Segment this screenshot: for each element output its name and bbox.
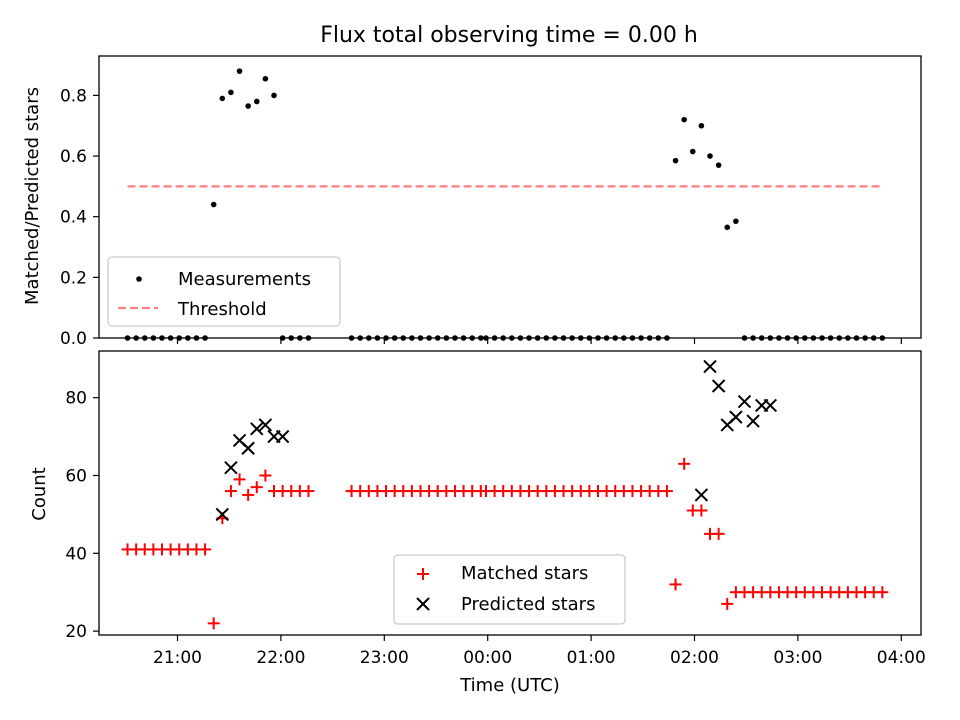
bottom-xtick-label: 21:00 (153, 648, 202, 668)
predicted-star-point (746, 414, 760, 428)
measurement-point (271, 92, 277, 99)
matched-star-point (302, 485, 315, 498)
measurement-point (253, 98, 260, 105)
bottom-ytick-label: 40 (65, 544, 87, 564)
top-ytick-label: 0.2 (60, 268, 87, 288)
matched-star-point (721, 597, 734, 610)
matched-star-point (660, 485, 673, 498)
top-ytick-label: 0.6 (60, 147, 87, 167)
legend-label-matched: Matched stars (461, 563, 588, 584)
matched-star-point (233, 473, 246, 486)
measurement-point (681, 116, 687, 123)
legend-marker-predicted (416, 597, 430, 611)
chart-title: Flux total observing time = 0.00 h (320, 23, 698, 48)
top-axes-frame (98, 55, 922, 339)
top-ytick-label: 0.4 (60, 208, 87, 228)
predicted-star-point (729, 410, 743, 424)
predicted-star-point (258, 418, 273, 432)
legend-label-predicted: Predicted stars (461, 594, 595, 615)
top-ytick-label: 0.8 (60, 86, 87, 106)
matched-star-point (250, 481, 263, 494)
predicted-star-point (763, 398, 778, 413)
measurement-point (672, 157, 679, 164)
bottom-x-ticks: 21:00 22:00 23:00 00:00 01:00 02:00 03:00 04:00 (153, 635, 926, 668)
predicted-star-point (250, 422, 264, 436)
bottom-plot-area (121, 359, 889, 630)
bottom-y-ticks: 20 40 60 80 (65, 389, 99, 642)
bottom-ytick-label: 80 (65, 389, 87, 409)
top-ytick-label: 0.0 (60, 329, 87, 349)
bottom-xtick-label: 03:00 (773, 648, 822, 668)
predicted-star-point (711, 379, 726, 393)
matched-star-point (712, 527, 725, 540)
bottom-xtick-label: 02:00 (670, 648, 719, 668)
measurement-point (698, 122, 705, 129)
top-y-ticks: 0.0 0.2 0.4 0.6 0.8 (60, 86, 99, 349)
bottom-legend-box (393, 554, 626, 625)
matched-star-point (259, 469, 272, 482)
measurement-point (262, 75, 269, 82)
bottom-legend: Matched stars Predicted stars (393, 554, 626, 625)
measurement-point (228, 89, 234, 96)
bottom-xtick-label: 00:00 (463, 648, 512, 668)
bottom-xtick-label: 01:00 (567, 648, 616, 668)
predicted-star-point (275, 429, 290, 444)
bottom-y-axis-label: Count (29, 467, 50, 520)
measurement-point (715, 162, 722, 168)
predicted-star-point (694, 488, 709, 502)
top-y-axis-label: Matched/Predicted stars (22, 87, 43, 305)
measurement-point (733, 218, 739, 225)
matched-star-point (876, 586, 889, 599)
matched-star-point (678, 457, 691, 470)
predicted-star-point (215, 507, 230, 522)
top-plot-area (124, 68, 886, 341)
bottom-xtick-label: 23:00 (360, 648, 409, 668)
legend-marker-measurements (136, 276, 142, 282)
measurement-point (724, 224, 731, 231)
predicted-star-point (224, 461, 238, 475)
measurement-point (219, 95, 226, 102)
matched-star-point (695, 504, 708, 517)
top-legend-box (107, 256, 341, 327)
bottom-axes-frame (98, 350, 922, 636)
bottom-xtick-label: 22:00 (256, 648, 305, 668)
top-legend: Measurements Threshold (107, 256, 341, 327)
predicted-star-point (703, 359, 717, 374)
predicted-star-point (241, 441, 255, 455)
matched-star-point (199, 543, 212, 556)
bottom-ytick-label: 60 (65, 466, 87, 486)
measurement-point (210, 201, 217, 208)
legend-marker-matched (417, 568, 429, 580)
legend-label-measurements: Measurements (178, 269, 311, 290)
matched-star-point (669, 578, 682, 591)
measurement-point (707, 153, 713, 159)
predicted-star-point (737, 394, 752, 409)
bottom-xtick-label: 04:00 (877, 648, 926, 668)
measurement-point (689, 148, 696, 155)
bottom-ytick-label: 20 (65, 622, 87, 642)
matched-star-point (224, 485, 237, 498)
measurement-point (245, 103, 251, 109)
matched-star-point (242, 488, 255, 501)
measurement-point (236, 68, 243, 74)
x-axis-label: Time (UTC) (459, 675, 560, 696)
matched-star-point (207, 617, 220, 630)
legend-label-threshold: Threshold (177, 299, 267, 320)
